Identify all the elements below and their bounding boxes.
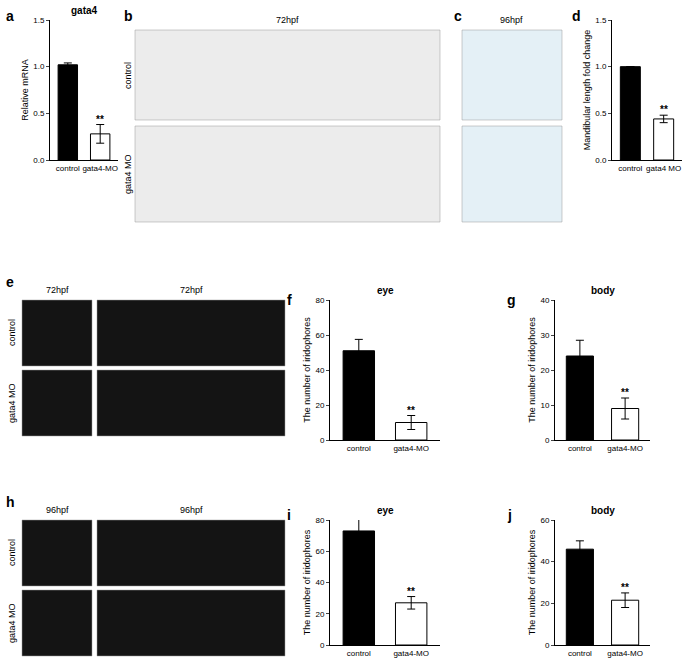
svg-text:96hpf: 96hpf	[180, 505, 203, 515]
svg-text:20: 20	[315, 401, 324, 410]
svg-text:60: 60	[315, 331, 324, 340]
svg-text:72hpf: 72hpf	[46, 285, 69, 295]
svg-text:0.5: 0.5	[33, 109, 45, 118]
svg-text:gata4 MO: gata4 MO	[7, 383, 17, 423]
svg-text:80: 80	[315, 296, 324, 305]
svg-text:gata4-MO: gata4-MO	[393, 444, 429, 453]
svg-text:**: **	[96, 114, 104, 125]
svg-text:f: f	[287, 292, 292, 308]
svg-text:control: control	[56, 164, 80, 173]
svg-text:gata4-MO: gata4-MO	[393, 649, 429, 658]
svg-text:60: 60	[540, 516, 549, 525]
svg-text:control: control	[347, 444, 371, 453]
svg-text:0.5: 0.5	[595, 109, 607, 118]
svg-text:1.5: 1.5	[33, 16, 45, 25]
svg-text:10: 10	[540, 401, 549, 410]
svg-text:body: body	[591, 505, 615, 516]
svg-text:20: 20	[315, 610, 324, 619]
svg-text:**: **	[407, 586, 415, 597]
svg-text:gata4: gata4	[71, 5, 98, 16]
svg-text:72hpf: 72hpf	[180, 285, 203, 295]
svg-text:j: j	[507, 507, 512, 523]
svg-text:gata4 MO: gata4 MO	[7, 603, 17, 643]
svg-text:0: 0	[545, 436, 550, 445]
svg-text:**: **	[621, 387, 629, 398]
svg-text:0: 0	[320, 641, 325, 650]
svg-text:e: e	[6, 274, 14, 290]
svg-text:The number of iridophores: The number of iridophores	[302, 529, 312, 635]
svg-text:gata4 MO: gata4 MO	[123, 154, 133, 194]
svg-text:g: g	[507, 292, 516, 308]
svg-text:0.0: 0.0	[33, 156, 45, 165]
svg-text:0.0: 0.0	[595, 156, 607, 165]
svg-text:control: control	[568, 444, 592, 453]
svg-text:96hpf: 96hpf	[500, 15, 523, 25]
svg-text:control: control	[347, 649, 371, 658]
svg-text:1.0: 1.0	[33, 62, 45, 71]
svg-text:control: control	[618, 164, 642, 173]
svg-text:**: **	[407, 405, 415, 416]
svg-text:eye: eye	[377, 285, 394, 296]
svg-text:body: body	[591, 285, 615, 296]
svg-text:b: b	[124, 8, 133, 24]
svg-text:d: d	[572, 8, 581, 24]
svg-text:control: control	[7, 539, 17, 566]
svg-text:control: control	[7, 319, 17, 346]
svg-text:40: 40	[315, 366, 324, 375]
svg-text:c: c	[454, 8, 462, 24]
svg-text:a: a	[6, 8, 14, 24]
svg-text:control: control	[568, 649, 592, 658]
svg-text:40: 40	[315, 578, 324, 587]
svg-text:96hpf: 96hpf	[46, 505, 69, 515]
svg-text:The number of iridophores: The number of iridophores	[527, 529, 537, 635]
svg-text:20: 20	[540, 366, 549, 375]
svg-text:**: **	[621, 582, 629, 593]
svg-text:0: 0	[320, 436, 325, 445]
svg-text:40: 40	[540, 557, 549, 566]
svg-text:Relative mRNA: Relative mRNA	[20, 59, 30, 121]
svg-text:**: **	[660, 104, 668, 115]
svg-text:The number of iridophores: The number of iridophores	[302, 317, 312, 423]
svg-text:control: control	[123, 62, 133, 89]
svg-text:72hpf: 72hpf	[276, 15, 299, 25]
svg-text:40: 40	[540, 296, 549, 305]
svg-text:1.5: 1.5	[595, 16, 607, 25]
svg-text:h: h	[6, 494, 15, 510]
svg-text:80: 80	[315, 516, 324, 525]
svg-text:Mandibular length fold change: Mandibular length fold change	[582, 30, 592, 151]
svg-text:gata4-MO: gata4-MO	[607, 444, 643, 453]
svg-text:60: 60	[315, 547, 324, 556]
svg-text:eye: eye	[377, 505, 394, 516]
svg-text:gata4-MO: gata4-MO	[82, 164, 118, 173]
svg-text:gata4-MO: gata4-MO	[607, 649, 643, 658]
svg-text:The number of iridophores: The number of iridophores	[527, 317, 537, 423]
svg-text:gata4 MO: gata4 MO	[646, 164, 681, 173]
svg-text:30: 30	[540, 331, 549, 340]
svg-text:0: 0	[545, 641, 550, 650]
svg-text:20: 20	[540, 599, 549, 608]
svg-text:i: i	[287, 507, 291, 523]
svg-text:1.0: 1.0	[595, 62, 607, 71]
